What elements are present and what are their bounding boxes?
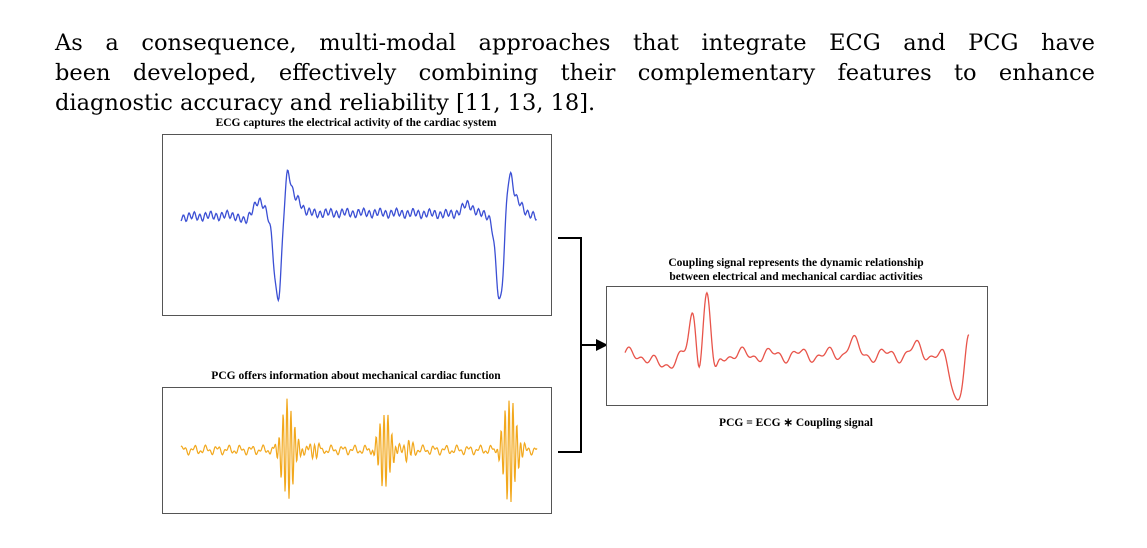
body-paragraph: As a consequence, multi-modal approaches… [55,28,1095,118]
coupling-plot [624,291,970,401]
connector-arrow [558,237,608,453]
ecg-panel [162,134,552,316]
ecg-plot [180,169,538,303]
equation-caption: PCG = ECG ∗ Coupling signal [719,417,873,429]
pcg-waveform [180,398,538,503]
pcg-caption: PCG offers information about mechanical … [211,370,501,382]
pcg-panel [162,387,552,514]
ecg-caption: ECG captures the electrical activity of … [215,117,497,129]
paragraph-line-3: diagnostic accuracy and reliability [11,… [55,90,596,116]
ecg-waveform [180,169,538,303]
pcg-plot [180,398,538,503]
coupling-panel [606,286,988,406]
paragraph-line-1: As a consequence, multi-modal approaches… [55,30,1095,56]
coupling-caption-line-1: Coupling signal represents the dynamic r… [668,257,924,269]
coupling-caption-line-2: between electrical and mechanical cardia… [669,271,923,283]
arrow-head [596,339,608,351]
paragraph-line-2: been developed, effectively combining th… [55,60,1095,86]
coupling-waveform [624,291,970,401]
bracket-line [558,237,598,453]
